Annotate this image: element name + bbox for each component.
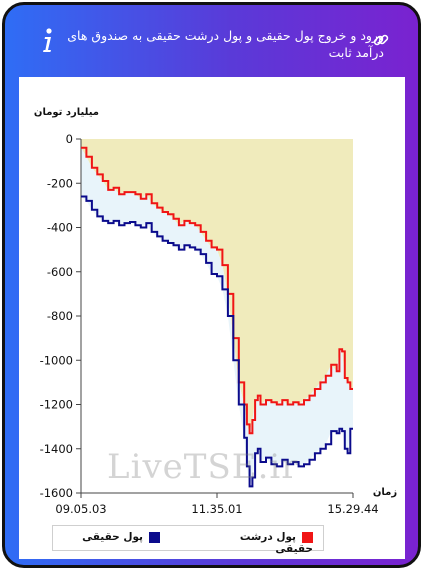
legend-label-real-money: پول حقیقی (82, 531, 143, 543)
legend-swatch-real-money (149, 531, 160, 543)
y-tick-label: -800 (47, 309, 73, 323)
chart-title: ورود و خروج پول حقیقی و پول درشت حقیقی ب… (67, 28, 384, 60)
y-tick-label: -1600 (40, 486, 73, 500)
y-axis-label: میلیارد تومان (34, 107, 99, 118)
line-chart: 0 -200 -400 -600 -800 -1000 -1200 -1400 -1600 09.… (34, 107, 397, 516)
y-tick-label: -1200 (40, 398, 73, 412)
x-tick-label: 15.29.44 (327, 502, 378, 516)
info-icon[interactable] (41, 27, 55, 53)
chart-legend: پول حقیقی پول درشت حقیقی (52, 525, 324, 555)
legend-label-large-real-money: پول درشت حقیقی (239, 531, 313, 555)
y-tick-label: -600 (47, 265, 73, 279)
y-tick-label: -1000 (40, 353, 73, 367)
watermark: LiveTSE.ir (107, 447, 299, 487)
x-axis-label: زمان (373, 487, 397, 498)
legend-swatch-large-real-money (302, 531, 313, 543)
y-tick-label: -400 (47, 221, 73, 235)
link-icon[interactable] (372, 31, 390, 49)
card-header: ورود و خروج پول حقیقی و پول درشت حقیقی ب… (5, 5, 418, 77)
legend-item-real-money[interactable]: پول حقیقی (65, 531, 160, 545)
series-line-real-money (81, 195, 353, 488)
x-tick-label: 09.05.03 (55, 502, 106, 516)
y-tick-label: -1400 (40, 442, 73, 456)
chart-panel: 0 -200 -400 -600 -800 -1000 -1200 -1400 -1600 09.… (19, 77, 405, 559)
legend-item-large-real-money[interactable]: پول درشت حقیقی (203, 531, 313, 555)
chart-card: ورود و خروج پول حقیقی و پول درشت حقیقی ب… (2, 2, 421, 568)
y-tick-label: -200 (47, 176, 73, 190)
y-tick-label: 0 (66, 132, 73, 146)
area-fill (81, 139, 353, 434)
x-tick-label: 11.35.01 (191, 502, 242, 516)
